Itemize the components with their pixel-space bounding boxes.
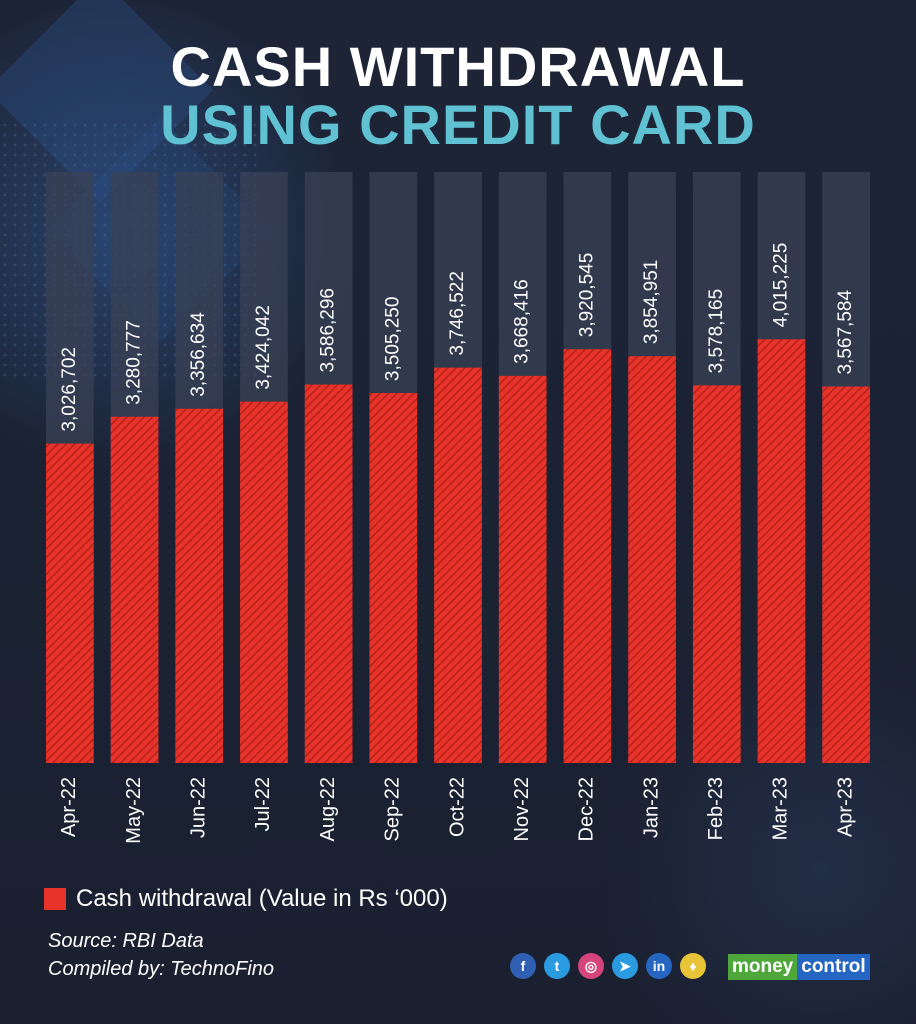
instagram-icon[interactable]: ◎ xyxy=(578,953,604,979)
bar-sep-22 xyxy=(369,393,418,763)
data-label: 4,015,225 xyxy=(770,243,791,328)
data-label: 3,578,165 xyxy=(706,289,727,374)
data-label: 3,280,777 xyxy=(124,320,145,405)
compiled-note: Compiled by: TechnoFino xyxy=(48,958,275,980)
data-label: 3,668,416 xyxy=(512,279,533,364)
twitter-icon[interactable]: t xyxy=(544,953,570,979)
x-tick-label: Sep-22 xyxy=(382,777,404,842)
data-label: 3,920,545 xyxy=(576,253,597,338)
bar-aug-22 xyxy=(304,384,353,763)
bar-apr-23 xyxy=(822,386,870,763)
bar-mar-23 xyxy=(757,339,806,763)
x-tick-label: Apr-23 xyxy=(834,777,856,837)
source-note: Source: RBI Data xyxy=(48,930,204,952)
social-icons: f t ◎ ➤ in ♦ xyxy=(510,953,706,979)
x-tick-label: Jul-22 xyxy=(252,777,274,831)
data-label: 3,505,250 xyxy=(382,297,403,382)
facebook-icon[interactable]: f xyxy=(510,953,536,979)
x-tick-label: Aug-22 xyxy=(317,777,339,842)
bar-jun-22 xyxy=(175,408,224,763)
chart-title-line2: USING CREDIT CARD xyxy=(160,93,756,156)
x-tick-label: Apr-22 xyxy=(58,777,80,837)
bar-dec-22 xyxy=(563,349,612,763)
brand-part1: money xyxy=(728,954,798,980)
bar-oct-22 xyxy=(434,367,482,763)
bar-nov-22 xyxy=(498,375,547,763)
x-tick-label: Dec-22 xyxy=(576,777,598,841)
legend-label: Cash withdrawal (Value in Rs ‘000) xyxy=(76,885,448,912)
bar-apr-22 xyxy=(46,443,94,763)
data-label: 3,424,042 xyxy=(253,305,274,390)
x-tick-label: May-22 xyxy=(123,777,145,844)
x-tick-label: Oct-22 xyxy=(446,777,468,837)
x-tick-label: Nov-22 xyxy=(511,777,533,841)
telegram-icon[interactable]: ➤ xyxy=(612,953,638,979)
data-label: 3,026,702 xyxy=(59,347,80,432)
brand-part2: control xyxy=(797,954,870,980)
moneycontrol-logo: money control xyxy=(728,954,870,980)
data-label: 3,356,634 xyxy=(188,312,209,397)
x-tick-label: Mar-23 xyxy=(770,777,792,840)
legend: Cash withdrawal (Value in Rs ‘000) xyxy=(44,885,448,913)
bar-jul-22 xyxy=(240,401,288,763)
bar-jan-23 xyxy=(628,356,676,763)
x-tick-label: Jan-23 xyxy=(640,777,662,838)
bar-chart: 3,026,702 Apr-22 3,280,777 May-22 3,356,634 J… xyxy=(46,172,870,844)
legend-swatch xyxy=(44,888,66,910)
linkedin-icon[interactable]: in xyxy=(646,953,672,979)
koo-icon[interactable]: ♦ xyxy=(680,953,706,979)
data-label: 3,586,296 xyxy=(318,288,339,373)
data-label: 3,854,951 xyxy=(641,260,662,345)
data-label: 3,746,522 xyxy=(447,271,468,356)
bar-may-22 xyxy=(110,416,159,763)
x-tick-label: Jun-22 xyxy=(188,777,210,838)
bar-feb-23 xyxy=(692,385,741,763)
data-label: 3,567,584 xyxy=(835,290,856,375)
chart-title-line1: CASH WITHDRAWAL xyxy=(170,35,746,98)
x-tick-label: Feb-23 xyxy=(705,777,727,840)
